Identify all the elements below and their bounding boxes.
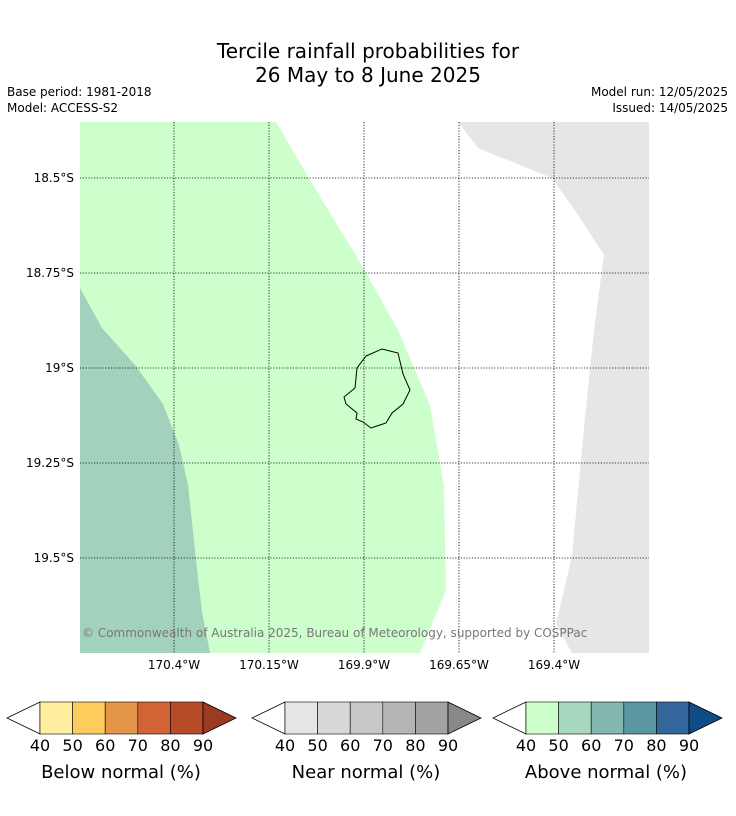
lat-label: 18.5°S: [34, 171, 74, 185]
colorbar-over-extension: [447, 701, 482, 735]
lon-label: 170.4°W: [148, 658, 200, 672]
region-near-normal-40-50: [458, 122, 649, 653]
lon-label: 170.15°W: [239, 658, 299, 672]
colorbar-tick-label: 50: [62, 736, 82, 755]
colorbar-over-extension: [688, 701, 723, 735]
colorbar-under-extension: [251, 701, 286, 735]
colorbar-under-extension: [492, 701, 527, 735]
colorbar-above-normal: Above normal (%) 40 50 60 70 80 90: [492, 701, 723, 783]
lat-label: 19.25°S: [26, 456, 74, 470]
colorbar-segment: [349, 701, 384, 735]
colorbar-tick-label: 90: [679, 736, 699, 755]
issued-date-text: Issued: 14/05/2025: [612, 101, 728, 115]
colorbar-tick-label: 60: [95, 736, 115, 755]
colorbar-segment: [39, 701, 73, 735]
colorbar-under-extension: [6, 701, 41, 735]
island-coastline: [343, 348, 411, 429]
colorbar-segment: [170, 701, 204, 735]
colorbar-tick-label: 40: [516, 736, 536, 755]
colorbar-segment: [382, 701, 416, 735]
colorbar-title: Below normal (%): [41, 762, 201, 783]
run-info: Model run: 12/05/2025 Issued: 14/05/2025: [591, 84, 728, 116]
map-title-line-2: 26 May to 8 June 2025: [255, 63, 481, 87]
colorbar-tick-label: 80: [160, 736, 180, 755]
map-title-line-1: Tercile rainfall probabilities for: [216, 39, 520, 63]
colorbar-segment: [72, 701, 106, 735]
colorbar-tick-label: 70: [128, 736, 148, 755]
colorbar-tick-label: 60: [581, 736, 601, 755]
colorbar-segment: [656, 701, 690, 735]
region-above-normal-50-60: [80, 288, 210, 653]
colorbar-tick-label: 90: [193, 736, 213, 755]
colorbar-tick-label: 50: [307, 736, 327, 755]
colorbar-segment: [590, 701, 625, 735]
colorbar-tick-label: 40: [275, 736, 295, 755]
colorbar-tick-label: 80: [405, 736, 425, 755]
lat-label: 19°S: [45, 361, 74, 375]
copyright-notice: © Commonwealth of Australia 2025, Bureau…: [82, 626, 587, 640]
model-run-text: Model run: 12/05/2025: [590, 85, 728, 99]
longitude-labels: 170.4°W 170.15°W 169.9°W 169.65°W 169.4°…: [148, 658, 580, 672]
colorbar-below-normal: Below normal (%) 40 50 60 70 80 90: [6, 701, 237, 783]
base-period-text: Base period: 1981-2018: [7, 85, 152, 99]
lat-label: 18.75°S: [26, 266, 74, 280]
map-panel: © Commonwealth of Australia 2025, Bureau…: [80, 122, 649, 653]
lon-label: 169.9°W: [338, 658, 390, 672]
colorbar-segment: [284, 701, 318, 735]
model-name-text: Model: ACCESS-S2: [7, 101, 119, 115]
colorbar-segment: [558, 701, 592, 735]
colorbar-tick-label: 70: [373, 736, 393, 755]
colorbar-title: Above normal (%): [525, 762, 687, 783]
colorbar-over-extension: [202, 701, 237, 735]
colorbar-tick-label: 80: [646, 736, 666, 755]
colorbar-tick-label: 60: [340, 736, 360, 755]
colorbar-tick-label: 90: [438, 736, 458, 755]
colorbar-tick-label: 50: [548, 736, 568, 755]
lat-label: 19.5°S: [34, 551, 74, 565]
colorbar-segment: [317, 701, 351, 735]
latitude-labels: 18.5°S 18.75°S 19°S 19.25°S 19.5°S: [26, 171, 74, 565]
colorbar-segment: [104, 701, 139, 735]
colorbar-segment: [137, 701, 171, 735]
colorbar-tick-label: 70: [614, 736, 634, 755]
lon-label: 169.4°W: [528, 658, 580, 672]
colorbar-tick-label: 40: [30, 736, 50, 755]
colorbar-segment: [415, 701, 449, 735]
map-gridlines: [80, 122, 649, 653]
colorbar-segment: [623, 701, 657, 735]
colorbar-near-normal: Near normal (%) 40 50 60 70 80 90: [251, 701, 482, 783]
colorbar-title: Near normal (%): [292, 762, 441, 783]
colorbar-segment: [525, 701, 559, 735]
model-info: Base period: 1981-2018 Model: ACCESS-S2: [7, 84, 152, 116]
lon-label: 169.65°W: [429, 658, 489, 672]
